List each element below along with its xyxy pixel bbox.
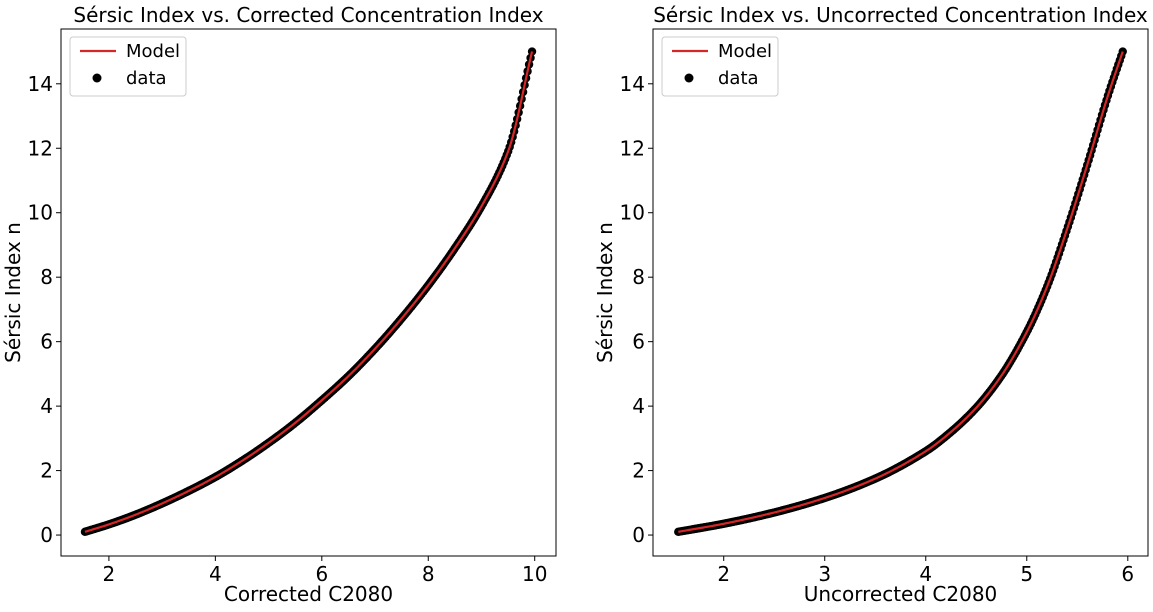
y-axis-label: Sérsic Index n bbox=[593, 222, 617, 363]
y-tick-label: 10 bbox=[620, 201, 645, 225]
x-axis-label: Uncorrected C2080 bbox=[804, 582, 998, 606]
legend-data-swatch bbox=[684, 73, 694, 83]
y-tick-label: 4 bbox=[632, 394, 645, 418]
y-tick-label: 8 bbox=[632, 265, 645, 289]
model-line bbox=[678, 51, 1124, 533]
plot-frame bbox=[60, 28, 557, 557]
legend-data-swatch bbox=[92, 73, 102, 83]
y-tick-label: 2 bbox=[40, 459, 53, 483]
x-tick-label: 4 bbox=[209, 562, 222, 586]
x-tick-label: 3 bbox=[818, 562, 831, 586]
x-axis-label: Corrected C2080 bbox=[224, 582, 393, 606]
x-tick-label: 10 bbox=[522, 562, 547, 586]
x-tick-label: 5 bbox=[1020, 562, 1033, 586]
data-points bbox=[674, 47, 1127, 537]
chart-title: Sérsic Index vs. Uncorrected Concentrati… bbox=[653, 3, 1148, 27]
chart-panel-1: 2 4 6 8 10 0 2 4 6 8 10 12 14 Sérsic Index vs. Correc… bbox=[1, 3, 557, 606]
model-line bbox=[84, 51, 534, 533]
legend: Model data bbox=[69, 36, 187, 97]
plot-frame bbox=[652, 28, 1149, 557]
x-tick-label: 8 bbox=[422, 562, 435, 586]
y-tick-label: 14 bbox=[28, 72, 53, 96]
y-tick-label: 6 bbox=[632, 330, 645, 354]
y-tick-label: 6 bbox=[40, 330, 53, 354]
x-tick-label: 4 bbox=[919, 562, 932, 586]
y-tick-label: 0 bbox=[40, 523, 53, 547]
data-points bbox=[80, 47, 537, 537]
y-tick-label: 14 bbox=[620, 72, 645, 96]
y-tick-label: 12 bbox=[620, 136, 645, 160]
legend-data-label: data bbox=[126, 68, 167, 89]
legend-model-label: Model bbox=[718, 41, 772, 62]
y-tick-label: 0 bbox=[632, 523, 645, 547]
x-tick-label: 2 bbox=[103, 562, 116, 586]
y-tick-label: 12 bbox=[28, 136, 53, 160]
x-tick-label: 6 bbox=[315, 562, 328, 586]
y-axis-label: Sérsic Index n bbox=[1, 222, 25, 363]
legend-data-label: data bbox=[718, 68, 759, 89]
x-tick-label: 2 bbox=[717, 562, 730, 586]
legend: Model data bbox=[661, 36, 779, 97]
x-tick-label: 6 bbox=[1121, 562, 1134, 586]
chart-panel-2: 2 3 4 5 6 0 2 4 6 8 10 12 14 Sérsic Index vs. Uncorre… bbox=[593, 3, 1149, 606]
y-tick-label: 4 bbox=[40, 394, 53, 418]
y-tick-label: 10 bbox=[28, 201, 53, 225]
y-tick-label: 2 bbox=[632, 459, 645, 483]
legend-model-label: Model bbox=[126, 41, 180, 62]
y-tick-label: 8 bbox=[40, 265, 53, 289]
chart-title: Sérsic Index vs. Corrected Concentration… bbox=[73, 3, 543, 27]
